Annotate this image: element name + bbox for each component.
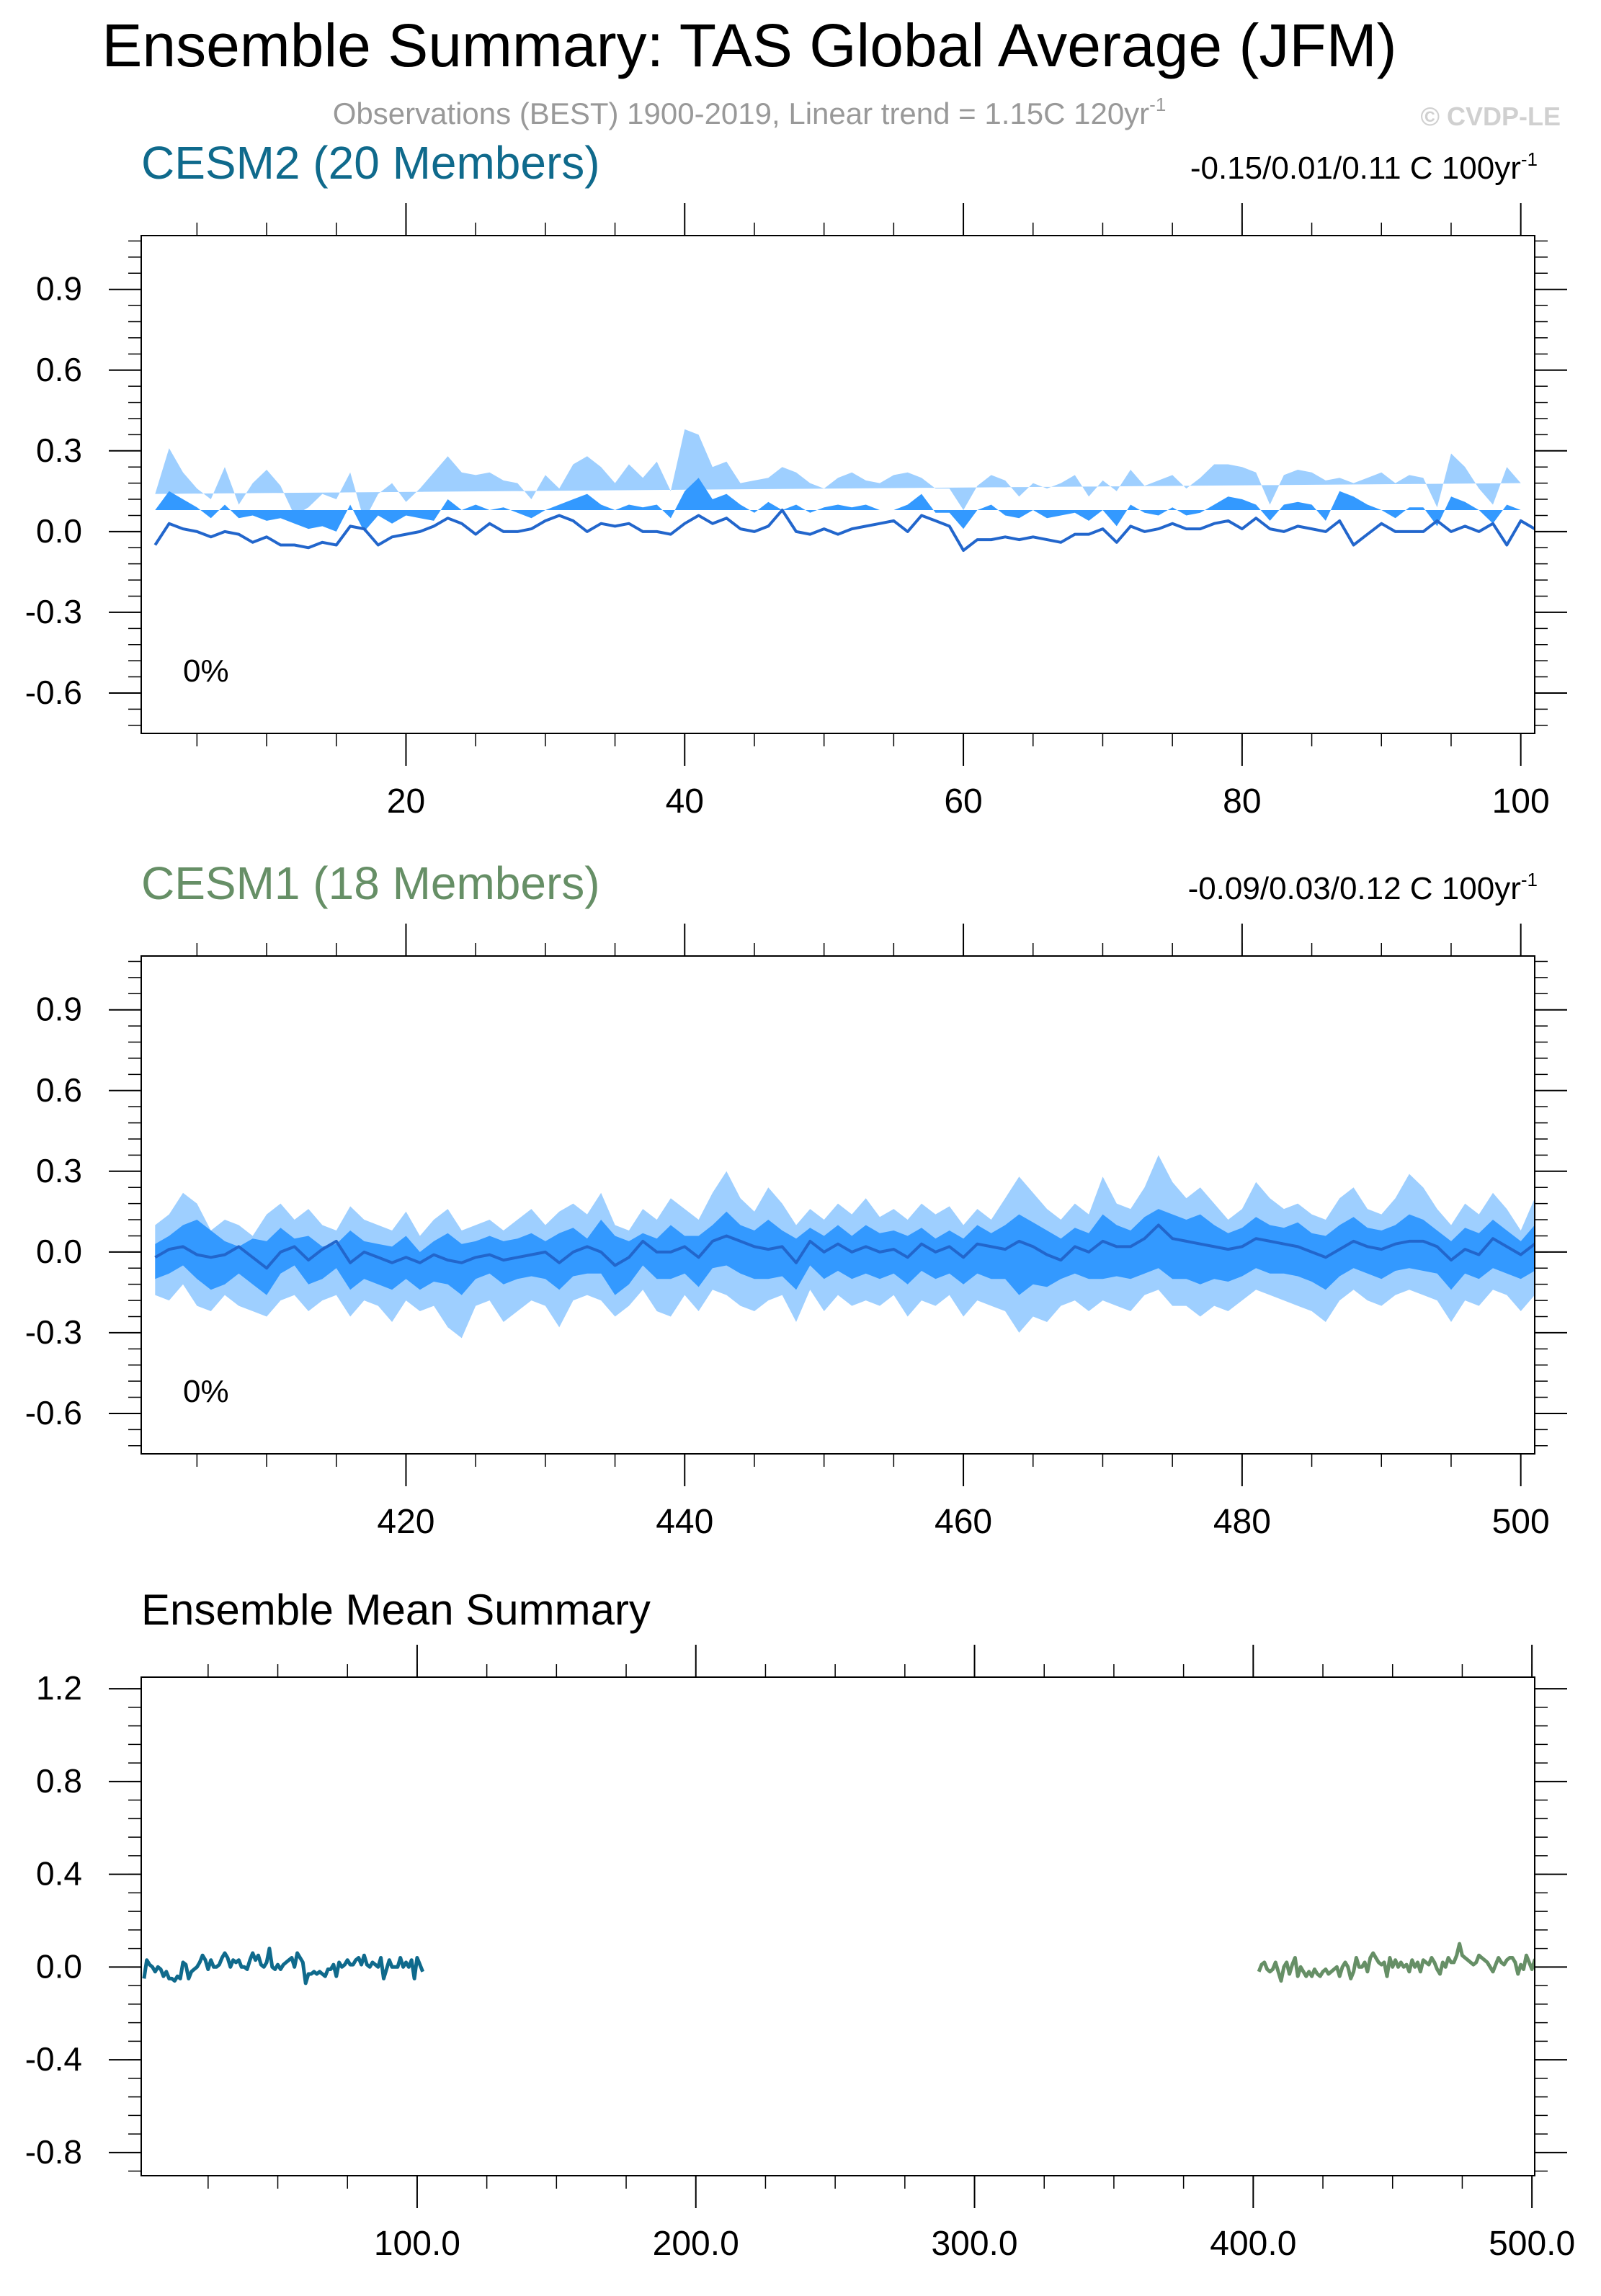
percent-label: 0%	[183, 1374, 229, 1409]
y-tick-label: -0.6	[25, 674, 82, 711]
plot-frame	[141, 1676, 1535, 2176]
trend-label: -0.09/0.03/0.12 C 100yr-1	[1188, 869, 1538, 906]
inner-spread-band	[155, 478, 1521, 532]
figure-subtitle-sup: -1	[1149, 94, 1166, 115]
panel-title: Ensemble Mean Summary	[141, 1586, 651, 1634]
y-tick-label: 0.3	[36, 432, 82, 469]
y-tick-label: -0.8	[25, 2133, 82, 2171]
ensemble-mean-panel: Ensemble Mean Summary -0.8 -0.4 0.0 0.4 0.8 1.…	[25, 1586, 1575, 2263]
panel-title: CESM1 (18 Members)	[141, 857, 600, 909]
x-tick-label: 40	[666, 782, 704, 821]
x-tick-label: 500	[1492, 1503, 1550, 1541]
plot-area	[153, 429, 1535, 552]
y-tick-label: -0.4	[25, 2040, 82, 2078]
y-tick-label: 0.0	[36, 1947, 82, 1985]
y-tick-label: 0.8	[36, 1762, 82, 1800]
x-tick-label: 460	[935, 1503, 992, 1541]
plot-frame	[141, 955, 1535, 1455]
cesm2-panel: CESM2 (20 Members) -0.15/0.01/0.11 C 100y…	[25, 137, 1567, 821]
figure-subtitle: Observations (BEST) 1900-2019, Linear tr…	[333, 94, 1167, 130]
series-line-2	[1257, 1942, 1535, 1983]
x-tick-label: 100.0	[374, 2225, 460, 2263]
y-tick-label: 0.9	[36, 991, 82, 1028]
x-tick-label: 60	[944, 782, 982, 821]
inner-spread-band	[155, 1209, 1535, 1295]
x-tick-label: 480	[1213, 1503, 1271, 1541]
y-tick-label: 0.3	[36, 1152, 82, 1189]
panel-title: CESM2 (20 Members)	[141, 137, 600, 189]
x-tick-label: 300.0	[931, 2225, 1017, 2263]
y-tick-label: 0.9	[36, 270, 82, 308]
ensemble-mean-line	[153, 509, 1535, 552]
trend-label: -0.15/0.01/0.11 C 100yr-1	[1190, 148, 1538, 186]
y-tick-label: 0.0	[36, 512, 82, 550]
trend-label-main: -0.15/0.01/0.11 C 100yr	[1190, 151, 1521, 186]
y-tick-label: 0.4	[36, 1855, 82, 1893]
plot-area	[154, 1155, 1535, 1339]
percent-label: 0%	[183, 653, 229, 689]
y-tick-label: 1.2	[36, 1669, 82, 1707]
y-tick-label: -0.3	[25, 593, 82, 630]
plot-frame	[141, 235, 1535, 734]
y-tick-label: 0.6	[36, 351, 82, 388]
trend-label-sup: -1	[1521, 148, 1538, 170]
copyright-label: © CVDP-LE	[1420, 102, 1561, 131]
series-line-1	[142, 1947, 425, 1985]
figure-subtitle-main: Observations (BEST) 1900-2019, Linear tr…	[333, 97, 1149, 130]
y-tick-label: -0.3	[25, 1313, 82, 1351]
x-tick-label: 400.0	[1210, 2225, 1296, 2263]
x-tick-label: 440	[656, 1503, 713, 1541]
x-tick-label: 200.0	[653, 2225, 739, 2263]
trend-label-main: -0.09/0.03/0.12 C 100yr	[1188, 871, 1521, 906]
x-tick-label: 420	[377, 1503, 434, 1541]
plot-area	[142, 1942, 1535, 1985]
x-tick-label: 500.0	[1489, 2225, 1575, 2263]
x-tick-label: 100	[1492, 782, 1550, 821]
x-tick-label: 80	[1223, 782, 1261, 821]
y-tick-label: -0.6	[25, 1394, 82, 1431]
ensemble-mean-line	[154, 1223, 1535, 1270]
trend-label-sup: -1	[1521, 869, 1538, 890]
x-tick-label: 20	[387, 782, 425, 821]
figure-title: Ensemble Summary: TAS Global Average (JF…	[102, 12, 1396, 79]
cesm1-panel: CESM1 (18 Members) -0.09/0.03/0.12 C 100y…	[25, 857, 1567, 1541]
y-tick-label: 0.0	[36, 1233, 82, 1270]
outer-spread-band	[155, 429, 1521, 521]
y-tick-label: 0.6	[36, 1071, 82, 1109]
